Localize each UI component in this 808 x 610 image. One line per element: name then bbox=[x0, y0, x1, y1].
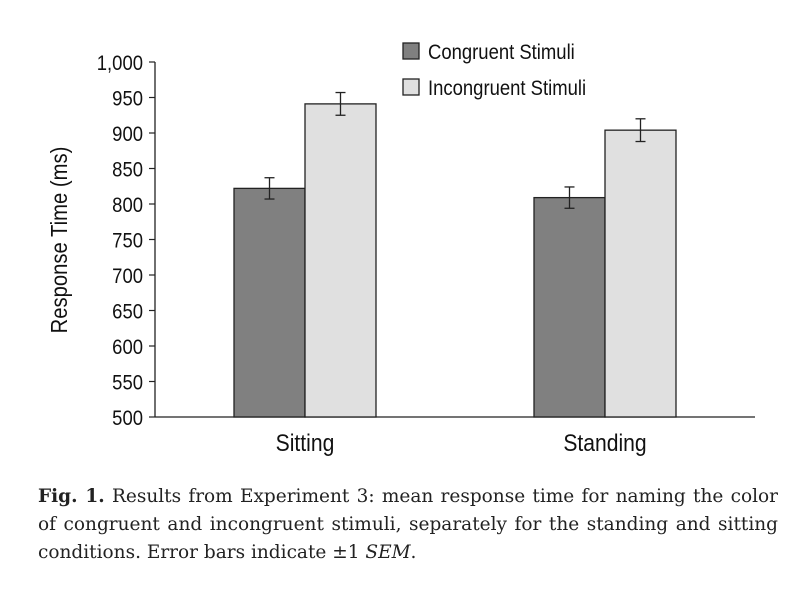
bar bbox=[533, 196, 606, 418]
y-tick-label: 850 bbox=[112, 158, 143, 181]
x-tick-label: Sitting bbox=[276, 430, 335, 457]
y-tick-label: 600 bbox=[112, 336, 143, 359]
y-tick-label: 500 bbox=[112, 407, 143, 430]
y-tick-label: 1,000 bbox=[97, 52, 143, 75]
y-tick-label: 800 bbox=[112, 194, 143, 217]
bar bbox=[304, 103, 377, 418]
y-axis-label: Response Time (ms) bbox=[46, 147, 73, 334]
legend-label: Congruent Stimuli bbox=[428, 41, 575, 64]
caption-label: Fig. 1. bbox=[38, 486, 105, 507]
x-tick-label: Standing bbox=[563, 430, 646, 457]
y-tick-label: 950 bbox=[112, 87, 143, 110]
y-tick-label: 900 bbox=[112, 123, 143, 146]
y-tick-label: 750 bbox=[112, 229, 143, 252]
legend-swatch bbox=[402, 42, 420, 60]
legend-label: Incongruent Stimuli bbox=[428, 77, 586, 100]
bar bbox=[604, 129, 677, 418]
y-tick-label: 700 bbox=[112, 265, 143, 288]
caption-sem: SEM bbox=[365, 542, 411, 563]
bar bbox=[233, 187, 306, 418]
caption-text: Results from Experiment 3: mean response… bbox=[38, 486, 778, 563]
y-tick-label: 650 bbox=[112, 300, 143, 323]
legend-swatch bbox=[402, 78, 420, 96]
figure-caption: Fig. 1. Results from Experiment 3: mean … bbox=[38, 483, 778, 567]
y-tick-label: 550 bbox=[112, 371, 143, 394]
caption-end: . bbox=[410, 542, 417, 563]
bar-chart: 500 550 600 650 700 750 800 850 900 950 1,000 Respo… bbox=[46, 41, 755, 457]
